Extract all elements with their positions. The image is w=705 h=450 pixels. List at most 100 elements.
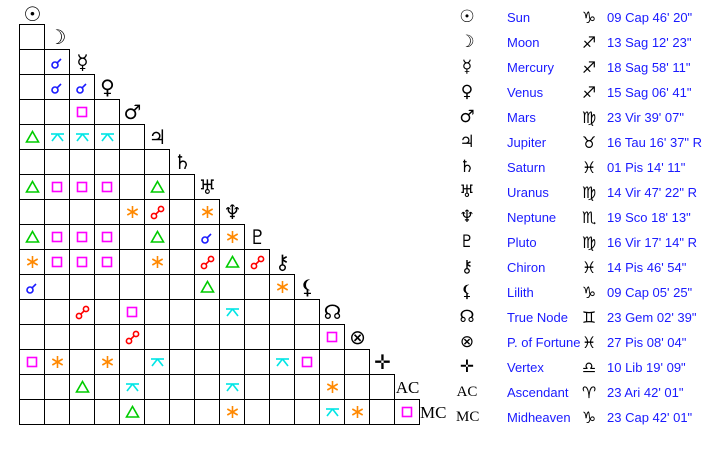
aspect-cell-jupiter-mars	[119, 124, 145, 150]
planet-position: 18 Sag 58' 11"	[607, 60, 691, 75]
aspect-cell-jupiter-sun	[19, 124, 45, 150]
aspect-cell-ascendant-lilith	[294, 374, 320, 400]
aspect-cell-chiron-mars	[119, 249, 145, 275]
aspect-cell-vertex-sun	[19, 349, 45, 375]
aspect-cell-neptune-jupiter	[144, 199, 170, 225]
aspect-cell-pluto-venus	[94, 224, 120, 250]
aspect-cell-uranus-saturn	[169, 174, 195, 200]
aspect-cell-saturn-mars	[119, 149, 145, 175]
aspect-cell-true-node-mars	[119, 299, 145, 325]
planet-row-p-of-fortune: ⊗ P. of Fortune ♓ 27 Pis 08' 04"	[450, 330, 705, 355]
planet-name: Uranus	[507, 185, 549, 200]
aspect-cell-vertex-true-node	[319, 349, 345, 375]
aspect-cell-pluto-jupiter	[144, 224, 170, 250]
aspect-cell-chiron-jupiter	[144, 249, 170, 275]
aspect-cell-midheaven-uranus	[194, 399, 220, 425]
aspect-cell-vertex-mercury	[69, 349, 95, 375]
zodiac-sign-icon: ♐	[581, 83, 597, 102]
aspect-cell-true-node-uranus	[194, 299, 220, 325]
aspect-cell-lilith-neptune	[219, 274, 245, 300]
aspect-cell-midheaven-saturn	[169, 399, 195, 425]
aspect-cell-pluto-uranus	[194, 224, 220, 250]
pluto-icon: ♇	[459, 232, 475, 252]
chiron-icon: ⚷	[460, 257, 474, 277]
aspect-cell-p-of-fortune-sun	[19, 324, 45, 350]
jupiter-icon: ♃	[459, 132, 475, 152]
planet-name: Jupiter	[507, 135, 547, 150]
aspect-cell-true-node-chiron	[269, 299, 295, 325]
aspect-cell-midheaven-jupiter	[144, 399, 170, 425]
aspect-cell-midheaven-moon	[44, 399, 70, 425]
aspect-cell-chiron-mercury	[69, 249, 95, 275]
aspect-cell-midheaven-lilith	[294, 399, 320, 425]
aspect-cell-ascendant-moon	[44, 374, 70, 400]
planet-name: Pluto	[507, 235, 537, 250]
zodiac-sign-icon: ♍	[581, 183, 597, 202]
zodiac-sign-icon: ♑	[581, 283, 597, 302]
jupiter-glyph-icon: ♃	[148, 125, 167, 149]
aspect-cell-saturn-mercury	[69, 149, 95, 175]
sun-glyph-icon: ☉	[23, 2, 42, 26]
aspect-cell-chiron-moon	[44, 249, 70, 275]
aspect-cell-uranus-mercury	[69, 174, 95, 200]
aspect-cell-midheaven-ascendant	[394, 399, 420, 425]
planet-row-moon: ☽ Moon ♐ 13 Sag 12' 23"	[450, 30, 705, 55]
aspect-cell-ascendant-pluto	[244, 374, 270, 400]
venus-icon: ♀	[460, 82, 474, 102]
ascendant-glyph-icon: AC	[395, 378, 420, 397]
planet-row-mars: ♂ Mars ♍ 23 Vir 39' 07"	[450, 105, 705, 130]
aspect-cell-p-of-fortune-saturn	[169, 324, 195, 350]
aspect-cell-mercury-sun	[19, 49, 45, 75]
aspect-cell-p-of-fortune-chiron	[269, 324, 295, 350]
ascendant-icon: AC	[456, 384, 478, 400]
planet-position: 23 Cap 42' 01"	[607, 410, 693, 425]
vertex-glyph-icon: ✛	[374, 350, 391, 374]
aspect-cell-midheaven-true-node	[319, 399, 345, 425]
aspect-cell-vertex-venus	[94, 349, 120, 375]
aspect-cell-true-node-saturn	[169, 299, 195, 325]
aspect-cell-lilith-jupiter	[144, 274, 170, 300]
vertex-icon: ✛	[459, 357, 475, 377]
planet-row-midheaven: MC Midheaven ♑ 23 Cap 42' 01"	[450, 405, 705, 430]
planet-position: 10 Lib 19' 09"	[607, 360, 686, 375]
aspect-cell-p-of-fortune-uranus	[194, 324, 220, 350]
aspect-cell-neptune-moon	[44, 199, 70, 225]
aspect-cell-uranus-moon	[44, 174, 70, 200]
aspect-cell-pluto-moon	[44, 224, 70, 250]
planet-name: Ascendant	[507, 385, 569, 400]
aspect-cell-true-node-pluto	[244, 299, 270, 325]
aspect-cell-neptune-sun	[19, 199, 45, 225]
aspect-cell-ascendant-mercury	[69, 374, 95, 400]
aspect-cell-vertex-jupiter	[144, 349, 170, 375]
planet-row-venus: ♀ Venus ♐ 15 Sag 06' 41"	[450, 80, 705, 105]
planet-position: 23 Ari 42' 01"	[607, 385, 684, 400]
aspect-cell-chiron-venus	[94, 249, 120, 275]
aspect-cell-p-of-fortune-lilith	[294, 324, 320, 350]
saturn-icon: ♄	[459, 157, 475, 177]
aspect-cell-mercury-moon	[44, 49, 70, 75]
p-of-fortune-icon: ⊗	[459, 332, 475, 352]
zodiac-sign-icon: ♏	[581, 208, 597, 227]
planet-position: 27 Pis 08' 04"	[607, 335, 687, 350]
planet-name: Venus	[507, 85, 544, 100]
aspect-cell-midheaven-neptune	[219, 399, 245, 425]
moon-icon: ☽	[459, 32, 475, 52]
planet-name: Chiron	[507, 260, 546, 275]
aspect-cell-ascendant-chiron	[269, 374, 295, 400]
saturn-glyph-icon: ♄	[173, 150, 192, 174]
aspect-cell-uranus-venus	[94, 174, 120, 200]
aspect-cell-lilith-mercury	[69, 274, 95, 300]
zodiac-sign-icon: ♈	[581, 383, 597, 402]
planet-name: Moon	[507, 35, 540, 50]
aspect-cell-lilith-pluto	[244, 274, 270, 300]
uranus-icon: ♅	[459, 182, 475, 202]
planet-name: Neptune	[507, 210, 557, 225]
aspect-cell-chiron-sun	[19, 249, 45, 275]
moon-glyph-icon: ☽	[48, 25, 67, 49]
aspect-cell-jupiter-mercury	[69, 124, 95, 150]
planet-position: 16 Tau 16' 37" R	[607, 135, 703, 150]
aspect-cell-p-of-fortune-true-node	[319, 324, 345, 350]
aspect-cell-true-node-jupiter	[144, 299, 170, 325]
planet-row-true-node: ☊ True Node ♊ 23 Gem 02' 39"	[450, 305, 705, 330]
zodiac-sign-icon: ♍	[581, 233, 597, 252]
